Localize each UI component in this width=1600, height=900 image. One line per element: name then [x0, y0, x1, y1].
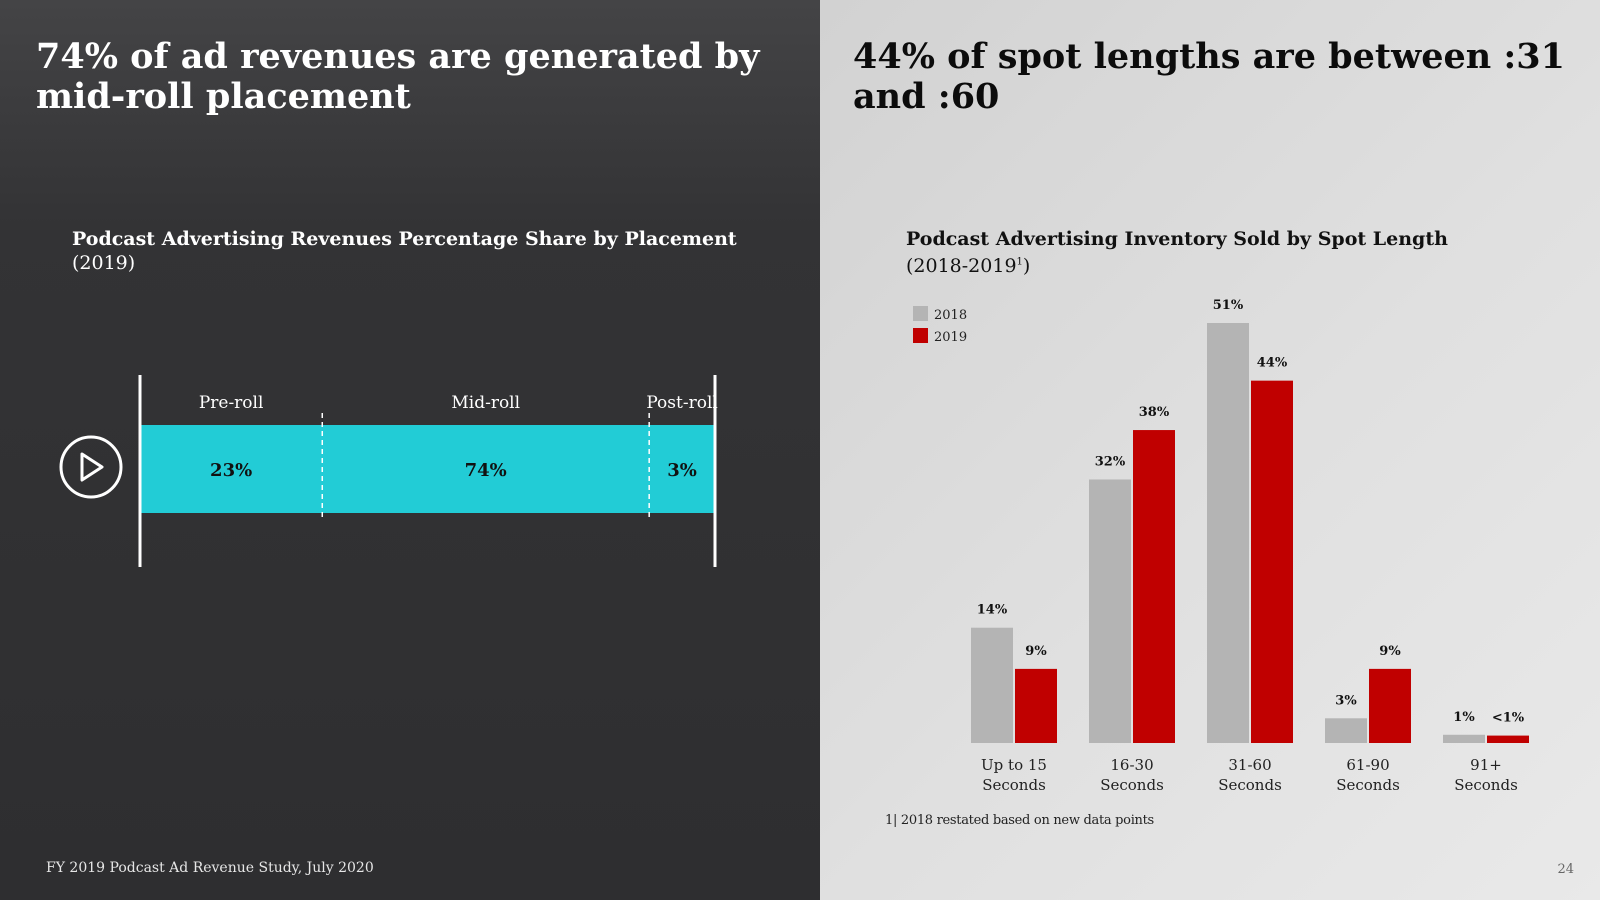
label-2018-31-60: 51% — [1213, 298, 1244, 313]
label-2018-91: 1% — [1453, 710, 1475, 725]
bar-2018-16-30 — [1089, 479, 1131, 743]
spot-length-chart: 2018 2019 14% 9% Up to 15 Seconds 32% 38% 16-30… — [913, 298, 1529, 794]
placement-value-pre-roll: 23% — [210, 460, 252, 481]
bar-2019-up-to-15 — [1015, 668, 1057, 743]
category-sublabel-91: Seconds — [1454, 776, 1518, 794]
bar-2019-61-90 — [1369, 668, 1411, 743]
bar-2019-31-60 — [1251, 380, 1293, 743]
right-headline: 44% of spot lengths are between :31 and … — [853, 36, 1565, 117]
bar-2018-31-60 — [1207, 323, 1249, 743]
placement-chart: Pre-roll 23% Mid-roll 74% Post-roll 3% — [59, 375, 718, 567]
category-label-91: 91+ — [1470, 756, 1502, 774]
category-sublabel-31-60: Seconds — [1218, 776, 1282, 794]
left-headline: 74% of ad revenues are generated by mid-… — [36, 36, 760, 117]
placement-chart-subtitle: (2019) — [72, 252, 136, 274]
label-2018-61-90: 3% — [1335, 693, 1357, 708]
bar-2018-91 — [1443, 734, 1485, 743]
placement-chart-title: Podcast Advertising Revenues Percentage … — [72, 227, 772, 275]
placement-value-mid-roll: 74% — [465, 460, 507, 481]
label-2019-16-30: 38% — [1139, 405, 1170, 420]
category-label-up-to-15: Up to 15 — [981, 756, 1047, 774]
category-sublabel-61-90: Seconds — [1336, 776, 1400, 794]
play-icon — [59, 435, 123, 499]
category-label-61-90: 61-90 — [1346, 756, 1389, 774]
category-sublabel-up-to-15: Seconds — [982, 776, 1046, 794]
label-2019-61-90: 9% — [1379, 644, 1401, 659]
bar-2019-91 — [1487, 735, 1529, 743]
label-2018-16-30: 32% — [1095, 454, 1126, 469]
placement-value-post-roll: 3% — [667, 460, 697, 481]
label-2019-up-to-15: 9% — [1025, 644, 1047, 659]
placement-category-pre-roll: Pre-roll — [199, 393, 264, 413]
footnote: 1| 2018 restated based on new data point… — [885, 813, 1154, 828]
legend-swatch-2019 — [913, 328, 928, 343]
legend-swatch-2018 — [913, 306, 928, 321]
bar-2018-61-90 — [1325, 718, 1367, 743]
bar-2018-up-to-15 — [971, 627, 1013, 743]
legend-label-2019: 2019 — [934, 330, 967, 345]
label-2019-91: <1% — [1492, 711, 1525, 726]
spot-length-chart-subtitle: (2018-20191) — [906, 255, 1031, 278]
category-label-31-60: 31-60 — [1228, 756, 1271, 774]
label-2019-31-60: 44% — [1257, 356, 1288, 371]
legend-label-2018: 2018 — [934, 308, 967, 323]
category-sublabel-16-30: Seconds — [1100, 776, 1164, 794]
bar-2019-16-30 — [1133, 430, 1175, 743]
placement-chart-title-text: Podcast Advertising Revenues Percentage … — [72, 228, 737, 250]
source-footer: FY 2019 Podcast Ad Revenue Study, July 2… — [46, 860, 374, 876]
spot-length-chart-title: Podcast Advertising Inventory Sold by Sp… — [906, 227, 1506, 278]
placement-bar — [140, 425, 715, 513]
category-label-16-30: 16-30 — [1110, 756, 1153, 774]
spot-length-chart-title-text: Podcast Advertising Inventory Sold by Sp… — [906, 228, 1448, 250]
left-panel: 74% of ad revenues are generated by mid-… — [0, 0, 820, 900]
right-panel: 44% of spot lengths are between :31 and … — [820, 0, 1600, 900]
label-2018-up-to-15: 14% — [977, 603, 1008, 618]
placement-category-mid-roll: Mid-roll — [451, 393, 520, 413]
placement-category-post-roll: Post-roll — [646, 393, 718, 413]
page-number: 24 — [1557, 862, 1574, 877]
